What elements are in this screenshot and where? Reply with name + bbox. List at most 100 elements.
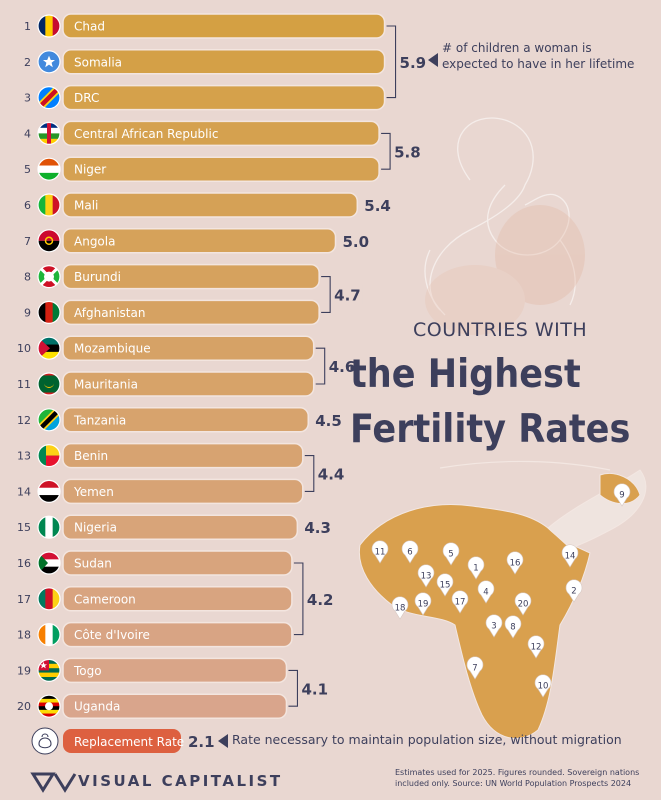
footer-note: Estimates used for 2025. Figures rounded… — [395, 768, 640, 788]
map-pin: 6 — [401, 540, 419, 564]
bar — [62, 299, 320, 326]
value-group: 5.8 — [381, 132, 423, 170]
flag-icon — [37, 515, 61, 539]
bar — [62, 13, 386, 39]
map-pin-label: 13 — [421, 572, 432, 582]
bar-row: 6 Mali — [24, 192, 359, 218]
rank-label: 20 — [17, 700, 31, 713]
value-label: 5.0 — [343, 233, 370, 251]
rank-label: 15 — [17, 521, 31, 534]
value-label: 4.7 — [334, 287, 361, 305]
rank-label: 14 — [17, 485, 31, 498]
map-pin-label: 20 — [518, 600, 529, 610]
map-pin: 20 — [514, 592, 532, 616]
bar-row: 7 Angola — [24, 228, 337, 254]
baby-icon — [31, 727, 59, 755]
bar — [62, 120, 380, 147]
rank-label: 16 — [17, 557, 31, 570]
flag-icon — [37, 193, 61, 217]
bar-row: 1 Chad — [24, 13, 386, 39]
country-label: Uganda — [74, 700, 120, 714]
map-pin: 15 — [436, 573, 454, 597]
rank-label: 1 — [24, 20, 31, 33]
country-label: Burundi — [74, 270, 121, 284]
bar-row: 10 Mozambique — [17, 335, 315, 361]
flag-icon — [37, 121, 61, 145]
value-label: 4.2 — [307, 591, 334, 609]
bar-row: 9 Afghanistan — [24, 299, 320, 326]
bar — [62, 621, 293, 648]
flag-icon — [37, 479, 61, 503]
replacement-value: 2.1 — [188, 733, 215, 751]
replacement-note: Rate necessary to maintain population si… — [232, 732, 622, 747]
map-pin: 9 — [613, 483, 631, 507]
value-group: 5.0 — [343, 233, 370, 251]
country-label: Benin — [74, 449, 108, 463]
rank-label: 8 — [24, 271, 31, 284]
rank-label: 18 — [17, 629, 31, 642]
bar-row: 18 Côte d'Ivoire — [17, 621, 293, 648]
value-label: 5.8 — [394, 143, 421, 161]
bar-row: 20 Uganda — [17, 693, 288, 719]
map-pin-label: 7 — [472, 664, 477, 674]
country-label: Sudan — [74, 557, 112, 571]
country-label: Somalia — [74, 55, 122, 69]
flag-icon — [37, 372, 61, 396]
value-group: 4.7 — [321, 276, 363, 313]
bar — [62, 192, 359, 218]
country-label: Afghanistan — [74, 306, 145, 320]
baby-icon-outline — [38, 733, 52, 749]
group-bracket — [381, 132, 391, 170]
bar-row: 15 Nigeria — [17, 514, 299, 540]
bar — [62, 550, 293, 576]
map-pin-label: 15 — [440, 581, 451, 591]
country-label: Tanzania — [73, 413, 126, 427]
value-group: 5.9 — [386, 25, 428, 99]
flag-icon — [37, 408, 61, 432]
mediterranean-coast — [439, 460, 611, 471]
value-group: 5.4 — [364, 197, 391, 215]
title-line-3: Fertility Rates — [350, 407, 631, 452]
map-pin-label: 16 — [510, 559, 521, 569]
map-pin: 8 — [504, 615, 522, 639]
bar-row: 17 Cameroon — [17, 586, 293, 612]
map-pin-label: 6 — [407, 548, 412, 558]
rank-label: 5 — [24, 163, 31, 176]
replacement-label: Replacement Rate — [74, 735, 184, 749]
map-pin-label: 10 — [538, 682, 549, 692]
bar-row: 16 Sudan — [17, 550, 293, 576]
value-label: 4.5 — [315, 412, 342, 430]
replacement-rate-row: Replacement Rate 2.1 — [31, 727, 228, 755]
rank-label: 12 — [17, 414, 31, 427]
replacement-pointer-icon — [218, 734, 228, 748]
bar-row: 2 Somalia — [24, 49, 386, 75]
bar — [62, 586, 293, 612]
annotation-note: # of children a woman is expected to hav… — [442, 41, 635, 72]
bar-row: 19 Togo — [17, 657, 288, 684]
bar-row: 14 Yemen — [17, 478, 304, 505]
bar — [62, 263, 320, 290]
map-pin: 4 — [477, 580, 495, 604]
map-pin: 13 — [417, 564, 435, 588]
map-pin: 10 — [534, 674, 552, 698]
group-bracket — [315, 347, 326, 385]
flag-icon — [37, 444, 61, 468]
flag-icon — [37, 694, 61, 718]
flag-icon — [37, 551, 61, 575]
flag-icon — [37, 300, 61, 324]
bar — [62, 156, 380, 182]
country-label: Niger — [74, 163, 106, 177]
value-groups-layer: 5.9 5.8 5.4 5.0 4.7 4.6 4.5 4.4 4.3 4.2 4.1 — [288, 25, 428, 707]
bar — [62, 693, 288, 719]
group-bracket — [304, 455, 315, 492]
annotation-pointer-icon — [428, 53, 438, 67]
flag-icon — [37, 336, 61, 360]
bar-row: 4 Central African Republic — [24, 120, 380, 147]
flag-icon — [37, 14, 61, 38]
value-label: 5.9 — [400, 54, 427, 72]
map-pin: 16 — [506, 551, 524, 575]
bar-row: 12 Tanzania — [17, 407, 309, 433]
title-line-1: COUNTRIES WITH — [413, 319, 588, 341]
flag-icon — [37, 157, 61, 181]
